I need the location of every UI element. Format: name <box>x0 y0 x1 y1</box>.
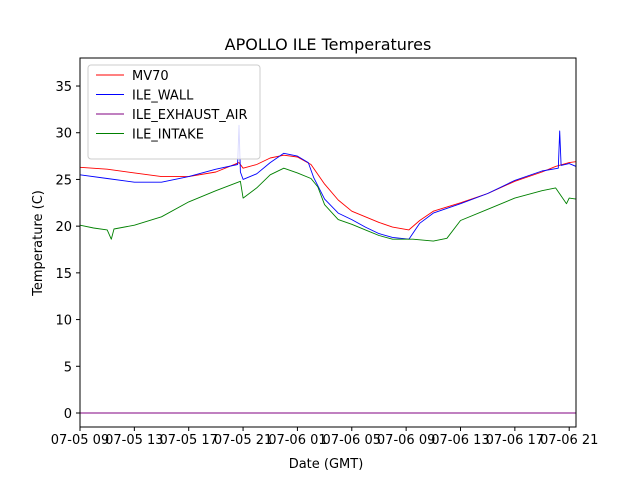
x-tick-label: 07-06 13 <box>431 433 489 448</box>
y-tick-label: 35 <box>55 80 72 95</box>
x-tick-label: 07-06 21 <box>540 433 598 448</box>
legend-label: MV70 <box>132 69 169 84</box>
y-tick-label: 10 <box>55 314 72 329</box>
y-tick-label: 15 <box>55 267 72 282</box>
plot-frame <box>79 57 577 428</box>
x-tick-label: 07-06 05 <box>323 433 381 448</box>
series-line-ile-wall <box>80 124 576 240</box>
x-axis-label: Date (GMT) <box>289 457 364 472</box>
x-tick-label: 07-05 13 <box>105 433 163 448</box>
y-tick-label: 20 <box>55 220 72 235</box>
x-tick-label: 07-05 17 <box>159 433 217 448</box>
x-tick-label: 07-06 01 <box>268 433 326 448</box>
legend-box <box>87 64 261 160</box>
x-tick-label: 07-06 17 <box>486 433 544 448</box>
y-tick-label: 0 <box>64 407 72 422</box>
y-tick-label: 30 <box>55 127 72 142</box>
y-tick-label: 5 <box>64 360 72 375</box>
y-axis-label: Temperature (C) <box>31 190 46 297</box>
x-tick-label: 07-05 21 <box>214 433 272 448</box>
x-tick-label: 07-06 09 <box>377 433 435 448</box>
chart-title: APOLLO ILE Temperatures <box>225 35 432 54</box>
legend-label: ILE_EXHAUST_AIR <box>132 108 248 123</box>
legend-label: ILE_INTAKE <box>132 128 204 143</box>
legend-label: ILE_WALL <box>132 89 194 104</box>
series-line-ile-intake <box>80 167 576 242</box>
y-tick-label: 25 <box>55 173 72 188</box>
x-tick-label: 07-05 09 <box>51 433 109 448</box>
